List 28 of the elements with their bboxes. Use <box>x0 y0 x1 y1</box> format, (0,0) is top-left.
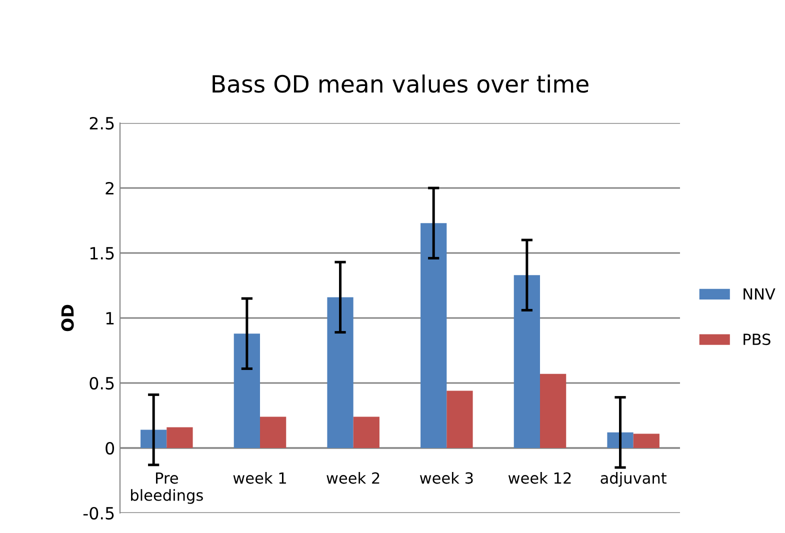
bar <box>353 416 380 448</box>
bar <box>234 334 260 448</box>
y-tick-label: 0 <box>106 442 114 455</box>
x-tick-label: adjuvant <box>600 472 666 487</box>
bar <box>607 432 634 448</box>
bar <box>540 374 566 448</box>
bar <box>514 275 540 448</box>
y-tick-label: 1.5 <box>90 247 114 260</box>
legend-label: NNV <box>744 288 776 300</box>
bar <box>166 427 193 448</box>
bar <box>446 390 473 448</box>
y-tick-label: 1 <box>106 312 114 324</box>
chart-title: Bass OD mean values over time <box>212 74 588 93</box>
bar <box>633 434 660 448</box>
y-tick-label: -0.5 <box>83 506 114 520</box>
x-tick-label: week 1 <box>233 472 286 484</box>
y-tick-label: 0.5 <box>90 376 114 390</box>
y-axis-title: OD <box>61 304 74 332</box>
bar <box>260 416 286 448</box>
legend-label: PBS <box>744 334 770 346</box>
y-tick-label: 2 <box>106 182 114 194</box>
bar <box>327 297 354 448</box>
x-tick-label: week 12 <box>508 472 571 484</box>
x-tick-label: week 2 <box>326 472 380 484</box>
x-tick-label: Pre bleedings <box>131 472 203 504</box>
y-tick-label: 2.5 <box>90 116 114 130</box>
bar <box>420 223 447 448</box>
x-tick-label: week 3 <box>420 472 473 484</box>
